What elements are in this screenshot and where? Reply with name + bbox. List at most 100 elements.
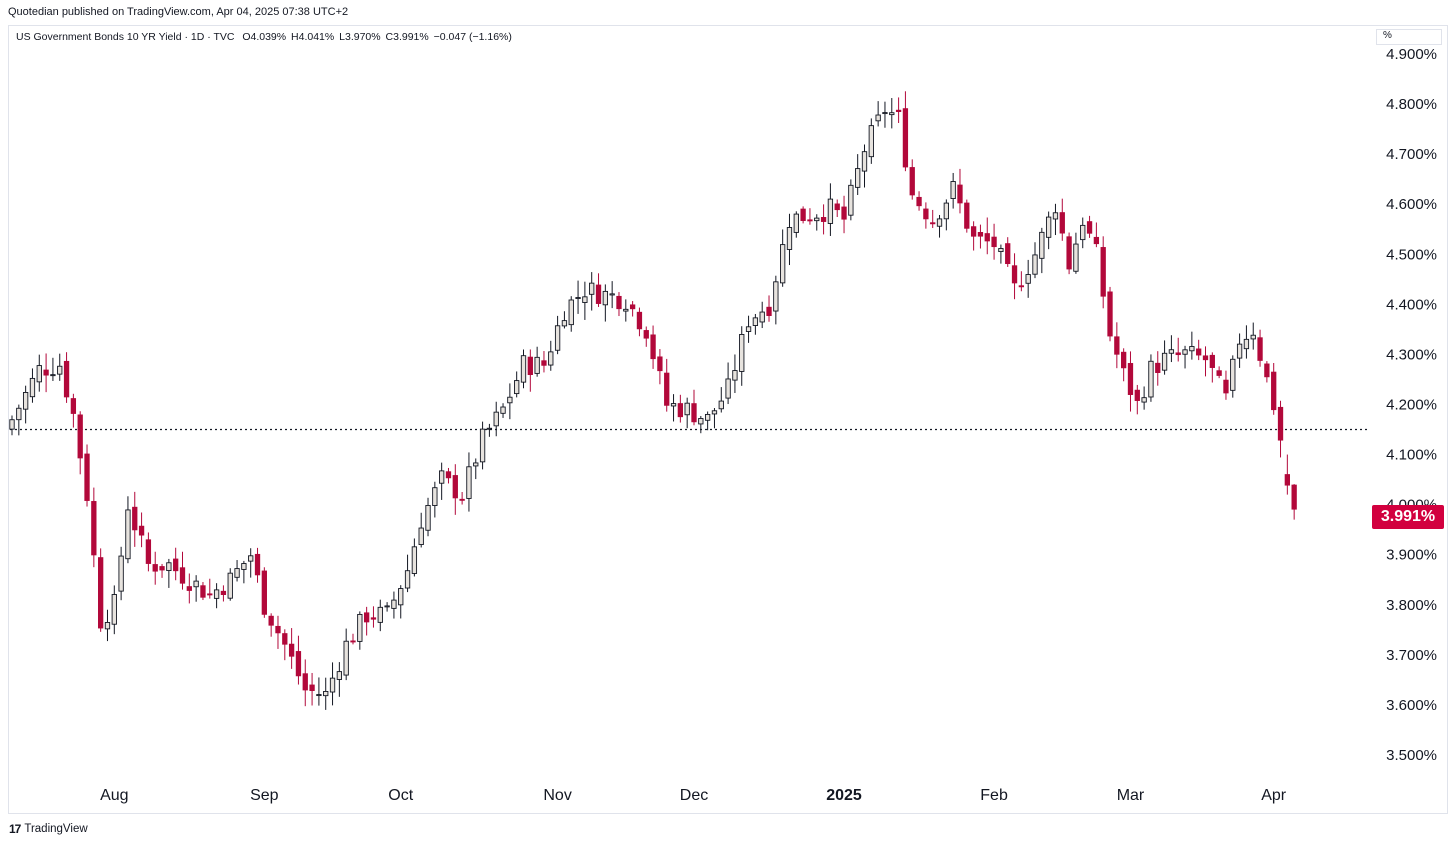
candle <box>1107 286 1113 342</box>
candle-body <box>186 586 192 591</box>
candle-body <box>43 369 49 376</box>
candle <box>977 224 984 249</box>
candle-body <box>248 555 254 562</box>
candle-body <box>370 617 377 620</box>
candle <box>207 578 213 599</box>
candle-body <box>616 295 622 310</box>
tradingview-footer[interactable]: 17 TradingView <box>9 822 88 836</box>
candle <box>548 340 554 371</box>
candle <box>1141 386 1147 410</box>
y-tick-label: 4.700% <box>1386 146 1437 163</box>
candle-body <box>336 671 343 680</box>
y-tick-label: 4.300% <box>1386 346 1437 363</box>
y-axis: 3.500%3.600%3.700%3.800%3.900%4.000%4.10… <box>1386 46 1437 764</box>
x-tick-label: Sep <box>250 787 279 804</box>
candle-body <box>1045 216 1052 238</box>
candle-body <box>657 356 663 372</box>
candle-body <box>889 112 895 116</box>
candle <box>1086 215 1093 238</box>
candle <box>1168 335 1175 363</box>
candle <box>70 393 77 428</box>
candle <box>1025 259 1031 298</box>
candle-body <box>1100 247 1106 297</box>
candle-body <box>268 615 274 626</box>
y-tick-label: 4.100% <box>1386 447 1437 464</box>
candle-body <box>9 419 15 430</box>
candle <box>800 206 806 224</box>
candle-body <box>1216 370 1222 376</box>
candle <box>554 315 561 355</box>
candle <box>582 281 588 320</box>
candle-body <box>534 356 540 374</box>
open-value: O4.039% <box>242 31 287 43</box>
candle-body <box>848 184 854 216</box>
candle <box>930 209 936 229</box>
x-tick-label: Mar <box>1117 787 1145 804</box>
candle-body <box>261 570 267 615</box>
candle-body <box>1230 358 1236 391</box>
candle <box>848 179 854 221</box>
candle <box>1121 348 1127 382</box>
candle-body <box>1196 348 1202 356</box>
candle <box>486 423 493 437</box>
candle-body <box>1114 336 1120 355</box>
candle <box>698 415 704 434</box>
candle <box>357 611 363 650</box>
candle <box>166 558 172 588</box>
candle <box>220 585 227 602</box>
candle-body <box>936 218 943 227</box>
candle <box>268 613 274 637</box>
candle-body <box>384 605 390 608</box>
candle <box>1059 198 1065 241</box>
candle <box>418 512 424 548</box>
candle-body <box>609 293 615 296</box>
candle-body <box>998 248 1004 253</box>
candle <box>1161 340 1168 375</box>
candle-body <box>193 580 199 588</box>
candle <box>384 602 390 612</box>
candle <box>432 481 438 518</box>
candle <box>834 199 840 218</box>
symbol-name[interactable]: US Government Bonds 10 YR Yield · 1D · T… <box>16 31 235 43</box>
candle <box>411 538 418 577</box>
candle-body <box>827 198 834 224</box>
brand-name: TradingView <box>24 823 88 835</box>
candle <box>200 582 206 601</box>
candle-body <box>220 590 227 596</box>
candle <box>1175 337 1181 362</box>
candle <box>316 677 322 706</box>
y-tick-label: 3.700% <box>1386 647 1437 664</box>
candle-body <box>507 396 513 404</box>
candle <box>227 568 233 601</box>
candle-body <box>554 325 561 351</box>
candle <box>500 403 506 418</box>
candle-body <box>1141 397 1147 403</box>
candle <box>684 397 690 429</box>
candle <box>1257 329 1263 367</box>
candle <box>964 199 970 233</box>
candle-body <box>1202 355 1209 361</box>
candle <box>759 301 765 329</box>
candle-body <box>179 567 186 584</box>
candle <box>773 275 779 325</box>
candle <box>984 217 990 255</box>
candle <box>861 144 868 188</box>
candle <box>636 307 643 337</box>
axis-unit-label: % <box>1383 30 1392 41</box>
candle-body <box>227 572 233 599</box>
candle <box>452 464 458 515</box>
candle <box>1230 355 1236 398</box>
candle-body <box>432 487 438 506</box>
candle <box>507 383 513 420</box>
axis-unit-button[interactable]: % <box>1376 29 1442 45</box>
candle-body <box>664 372 670 406</box>
candle-body <box>36 365 42 383</box>
candle <box>125 496 131 564</box>
candle-body <box>1161 352 1168 371</box>
candle <box>445 467 452 484</box>
y-tick-label: 4.200% <box>1386 396 1437 413</box>
candle <box>514 371 520 398</box>
candle-body <box>875 114 881 122</box>
candle-body <box>916 196 922 207</box>
